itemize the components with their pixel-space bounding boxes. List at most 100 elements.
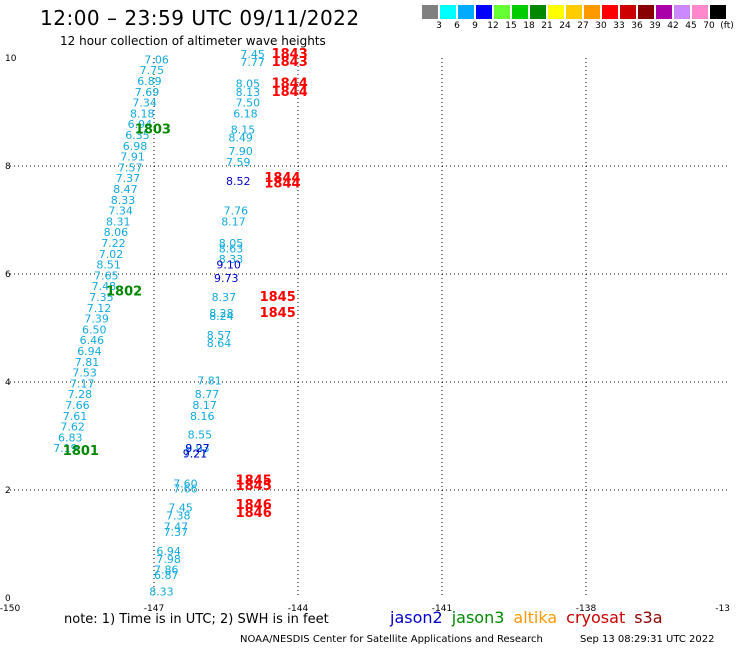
color-scale-label: 70 [703,21,715,31]
wave-height-label: 7.59 [226,156,251,169]
wave-height-label: 6.87 [154,569,179,582]
time-label: 1803 [135,123,171,138]
color-scale-label: 27 [577,21,589,31]
color-scale-swatch [422,5,438,19]
wave-height-label: 7.61 [63,410,88,423]
wave-height-label: 8.24 [209,310,234,323]
wave-height-label: 6.94 [156,545,181,558]
wave-height-label: 8.93 [185,442,210,455]
wave-height-label: 9.21 [183,448,208,461]
time-label: 1845 [260,290,296,305]
time-label: 1844 [264,177,300,192]
time-label: 1844 [272,85,308,100]
x-tick-label: -138 [576,604,597,614]
wave-height-label: 8.06 [104,226,129,239]
color-scale-swatch [692,5,708,19]
color-scale-swatch [656,5,672,19]
x-tick-label: -150 [0,604,20,614]
wave-height-label: 7.81 [197,375,222,388]
time-label: 1844 [272,77,308,92]
wave-height-label: 7.28 [68,388,93,401]
x-tick-label: -144 [288,604,309,614]
y-tick-label: 2 [5,486,11,496]
satellite-legend-item: s3a [634,608,663,627]
wave-height-label: 7.66 [173,483,198,496]
wave-height-label: 7.34 [108,205,132,218]
time-label: 1844 [264,171,300,186]
color-scale-swatch [440,5,456,19]
wave-height-label: 8.63 [219,242,244,255]
y-tick-label: 4 [5,378,11,388]
wave-height-label: 6.18 [233,107,258,120]
color-scale-swatch [530,5,546,19]
color-scale-label: 18 [523,21,535,31]
wave-height-label: 8.18 [130,107,155,120]
wave-height-label: 6.94 [128,118,153,131]
color-scale-label: 39 [649,21,661,31]
time-label: 1846 [236,498,272,513]
color-scale-label: 30 [595,21,607,31]
color-scale-swatch [458,5,474,19]
wave-height-label: 9.27 [185,442,210,455]
color-scale-label: 9 [472,21,478,31]
x-tick-label: -147 [144,604,164,614]
wave-height-label: 7.81 [75,356,100,369]
wave-height-label: 7.57 [118,161,143,174]
wave-height-label: 8.57 [207,329,232,342]
wave-height-label: 8.33 [219,253,244,266]
wave-height-label: 6.83 [58,431,83,444]
wave-height-label: 8.05 [236,78,261,91]
satellite-legend-item: altika [513,608,558,627]
wave-height-label: 7.50 [236,97,261,110]
y-tick-label: 0 [5,594,11,604]
wave-height-label: 7.06 [144,53,169,66]
wave-height-label: 7.17 [70,377,95,390]
wave-height-label: 8.28 [209,307,234,320]
wave-height-label: 7.60 [173,477,198,490]
color-scale-swatch [476,5,492,19]
color-scale-label: 15 [505,21,517,31]
color-scale-label: 36 [631,21,643,31]
satellite-legend-item: cryosat [566,608,626,627]
color-scale-label: 24 [559,21,571,31]
credit-text: NOAA/NESDIS Center for Satellite Applica… [240,634,543,645]
wave-height-label: 6.46 [80,334,105,347]
wave-height-label: 7.91 [120,151,144,164]
wave-height-label: 8.33 [149,585,174,598]
timestamp-text: Sep 13 08:29:31 UTC 2022 [580,634,715,645]
wave-height-label: 7.27 [183,448,208,461]
satellite-legend-item: jason3 [451,608,505,627]
color-scale-swatch [494,5,510,19]
time-label: 1845 [236,474,272,489]
wave-height-label: 7.76 [224,205,249,218]
wave-height-label: 8.77 [195,388,220,401]
wave-height-label: 7.02 [99,248,124,261]
color-scale-label: 33 [613,21,625,31]
wave-height-label: 8.51 [96,259,121,272]
color-scale-swatch [584,5,600,19]
wave-height-label: 8.55 [188,429,213,442]
wave-height-label: 7.45 [240,48,265,61]
wave-height-label: 7.34 [132,97,157,110]
wave-height-label: 8.05 [219,237,244,250]
wave-height-label: 7.90 [228,145,253,158]
color-scale-label: 12 [487,21,499,31]
wave-height-label: 8.17 [192,399,217,412]
wave-height-label: 8.16 [190,410,215,423]
x-tick-label: -141 [432,604,452,614]
wave-height-label: 7.12 [87,302,112,315]
chart-subtitle: 12 hour collection of altimeter wave hei… [60,34,326,48]
color-scale-label: 21 [541,21,553,31]
color-scale-swatch [638,5,654,19]
wave-height-label: 8.52 [226,175,251,188]
wave-height-label: 7.98 [156,553,181,566]
time-label: 1802 [106,285,142,300]
wave-height-label: 6.94 [77,345,102,358]
wave-height-label: 7.35 [89,291,114,304]
wave-height-label: 7.45 [168,502,193,515]
wave-height-label: 8.49 [228,132,253,145]
wave-height-label: 7.37 [164,526,189,539]
x-tick-label: -13 [715,604,730,614]
wave-height-label: 8.37 [212,291,237,304]
